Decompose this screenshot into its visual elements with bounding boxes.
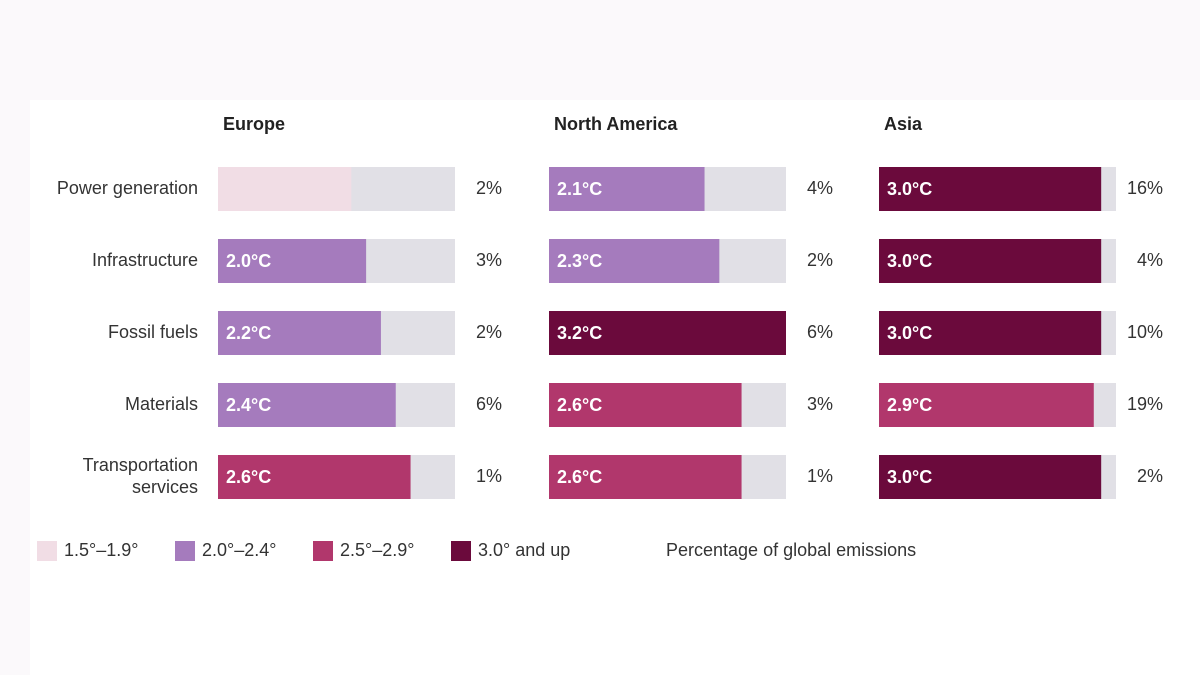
legend-swatch (451, 541, 471, 561)
bar (218, 455, 411, 499)
bar (879, 455, 1102, 499)
value-label: 2.2°C (226, 323, 271, 343)
legend-swatch (175, 541, 195, 561)
value-label: 2.1°C (557, 179, 602, 199)
bar (218, 383, 396, 427)
share-label: 1% (476, 466, 502, 486)
value-label: 2.3°C (557, 251, 602, 271)
category-label: Materials (125, 394, 198, 414)
share-label: 2% (807, 250, 833, 270)
bar (879, 239, 1102, 283)
share-label: 3% (807, 394, 833, 414)
share-label: 2% (1137, 466, 1163, 486)
share-label: 10% (1127, 322, 1163, 342)
legend-label: 2.5°–2.9° (340, 540, 414, 560)
legend-swatch (37, 541, 57, 561)
bar (218, 167, 352, 211)
value-label: 3.0°C (887, 467, 932, 487)
category-label: Transportation services (83, 455, 198, 497)
legend-label: 2.0°–2.4° (202, 540, 276, 560)
bar (549, 455, 742, 499)
bar (218, 239, 367, 283)
bar (549, 167, 705, 211)
category-label: Power generation (57, 178, 198, 198)
bar (549, 239, 720, 283)
value-label: 2.6°C (557, 467, 602, 487)
value-label: 2.6°C (557, 395, 602, 415)
category-label: Fossil fuels (108, 322, 198, 342)
category-label: Infrastructure (92, 250, 198, 270)
value-label: 2.0°C (226, 251, 271, 271)
bar (879, 167, 1102, 211)
bar (879, 311, 1102, 355)
bar (549, 383, 742, 427)
legend-label: 3.0° and up (478, 540, 570, 560)
share-label: 19% (1127, 394, 1163, 414)
share-label: 6% (807, 322, 833, 342)
bar (879, 383, 1094, 427)
share-label: 2% (476, 178, 502, 198)
share-label: 2% (476, 322, 502, 342)
value-label: 3.0°C (887, 179, 932, 199)
share-label: 4% (1137, 250, 1163, 270)
panel-title: North America (554, 114, 678, 134)
share-label: 16% (1127, 178, 1163, 198)
panel-title: Asia (884, 114, 923, 134)
legend-swatch (313, 541, 333, 561)
share-label: 3% (476, 250, 502, 270)
value-label: 3.0°C (887, 323, 932, 343)
value-label: 2.4°C (226, 395, 271, 415)
legend-label: 1.5°–1.9° (64, 540, 138, 560)
value-label: 2.9°C (887, 395, 932, 415)
bar (218, 311, 381, 355)
share-label: 6% (476, 394, 502, 414)
share-note: Percentage of global emissions (666, 540, 916, 560)
value-label: 3.0°C (887, 251, 932, 271)
share-label: 1% (807, 466, 833, 486)
share-label: 4% (807, 178, 833, 198)
panel-title: Europe (223, 114, 285, 134)
bar (549, 311, 786, 355)
value-label: 2.6°C (226, 467, 271, 487)
value-label: 3.2°C (557, 323, 602, 343)
